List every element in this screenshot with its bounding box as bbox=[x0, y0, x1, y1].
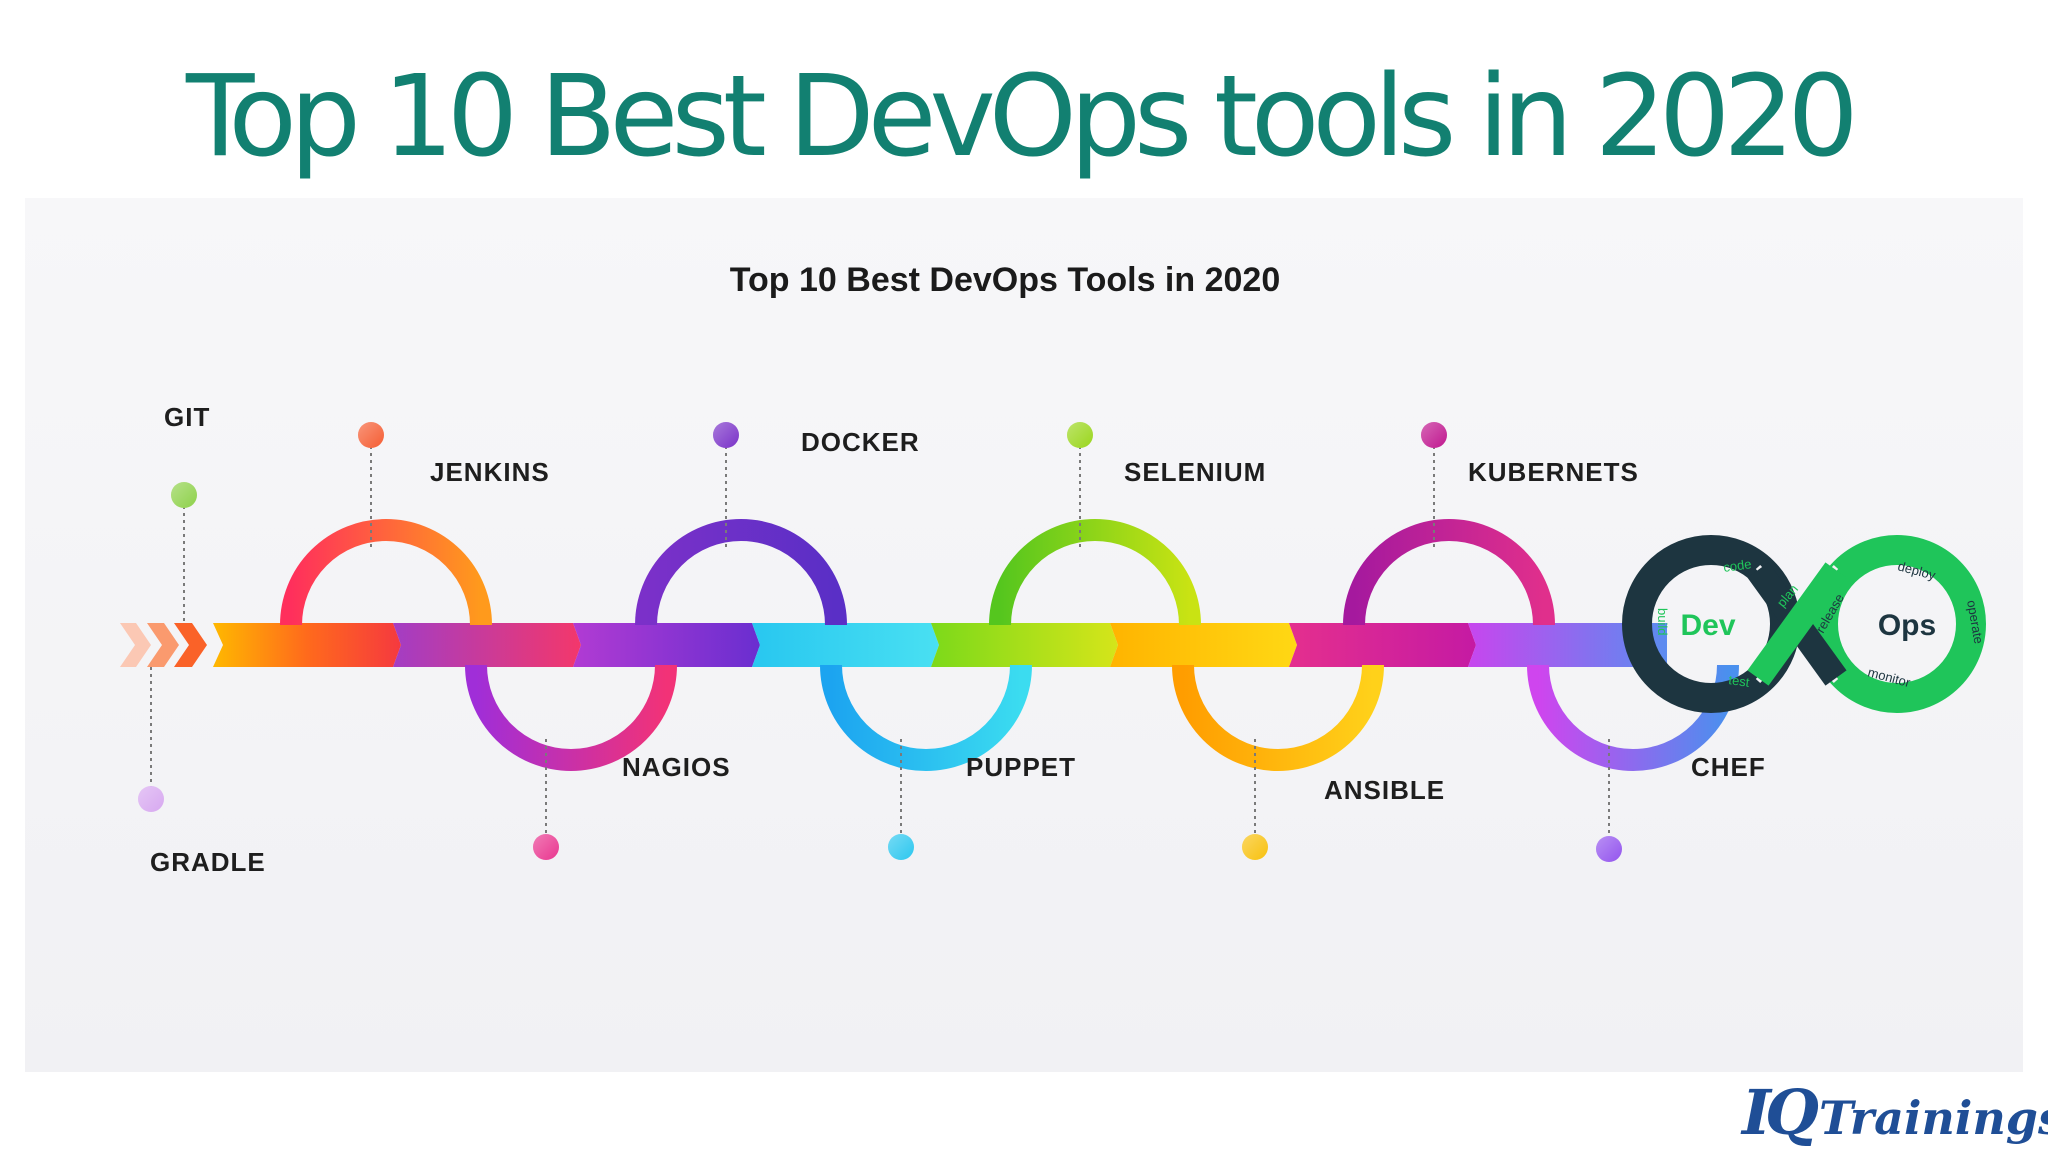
tool-label-nagios: NAGIOS bbox=[622, 752, 731, 782]
timeline-segment-3 bbox=[573, 623, 760, 667]
step-build: build bbox=[1655, 608, 1670, 635]
devops-timeline-diagram: Top 10 Best DevOps Tools in 2020 bbox=[120, 261, 1986, 877]
iq-trainings-logo: IQ Trainings bbox=[1742, 1076, 2048, 1149]
tool-ansible: ANSIBLE bbox=[1242, 775, 1445, 860]
slide-title: Top 10 Best DevOps tools in 2020 bbox=[186, 52, 1859, 182]
tool-label-ansible: ANSIBLE bbox=[1324, 775, 1445, 805]
start-chevrons bbox=[120, 623, 207, 667]
timeline-segment-8 bbox=[1468, 623, 1667, 667]
ops-loop-ring bbox=[1808, 535, 1986, 713]
infographic-panel: Top 10 Best DevOps Tools in 2020 bbox=[25, 198, 2023, 1072]
timeline-segment-5 bbox=[931, 623, 1118, 667]
loop-top-kubernets bbox=[1343, 519, 1555, 626]
tool-markers: GRADLE GIT JENKINS NAGIOS DOCKER PUPPET bbox=[138, 402, 1766, 877]
tool-label-git: GIT bbox=[164, 402, 210, 432]
tool-docker: DOCKER bbox=[713, 422, 920, 457]
tool-label-docker: DOCKER bbox=[801, 427, 920, 457]
loop-top-jenkins bbox=[280, 519, 492, 626]
loop-bottom-puppet bbox=[820, 664, 1032, 771]
tool-kubernets: KUBERNETS bbox=[1421, 422, 1639, 487]
timeline-segment-6 bbox=[1110, 623, 1297, 667]
tool-label-gradle: GRADLE bbox=[150, 847, 266, 877]
dev-label: Dev bbox=[1680, 609, 1735, 642]
step-test: test bbox=[1728, 672, 1751, 690]
brand-logo-part1: IQ bbox=[1742, 1076, 1819, 1149]
devops-infinity-logo: Dev Ops plan code build test release dep… bbox=[1622, 535, 1986, 713]
tool-label-kubernets: KUBERNETS bbox=[1468, 457, 1639, 487]
brand-logo-part2: Trainings bbox=[1819, 1091, 2048, 1145]
loop-bottom-chef bbox=[1527, 664, 1739, 771]
loop-top-selenium bbox=[989, 519, 1201, 626]
step-code: code bbox=[1722, 556, 1752, 575]
tool-selenium: SELENIUM bbox=[1067, 422, 1266, 487]
tool-label-chef: CHEF bbox=[1691, 752, 1766, 782]
loop-bottom-nagios bbox=[465, 664, 677, 771]
timeline-segment-7 bbox=[1289, 623, 1476, 667]
loop-bottom-ansible bbox=[1172, 664, 1384, 771]
infographic-title: Top 10 Best DevOps Tools in 2020 bbox=[730, 261, 1280, 299]
timeline-segment-2 bbox=[393, 623, 581, 667]
connector-lines bbox=[150, 446, 1610, 837]
loop-top-docker bbox=[635, 519, 847, 626]
timeline-segment-1 bbox=[213, 623, 401, 667]
tool-jenkins: JENKINS bbox=[358, 422, 550, 487]
tool-label-puppet: PUPPET bbox=[966, 752, 1076, 782]
ops-label: Ops bbox=[1878, 609, 1936, 642]
timeline-arrows bbox=[213, 623, 1667, 667]
timeline-segment-4 bbox=[752, 623, 939, 667]
tool-label-selenium: SELENIUM bbox=[1124, 457, 1266, 487]
tool-label-jenkins: JENKINS bbox=[430, 457, 550, 487]
